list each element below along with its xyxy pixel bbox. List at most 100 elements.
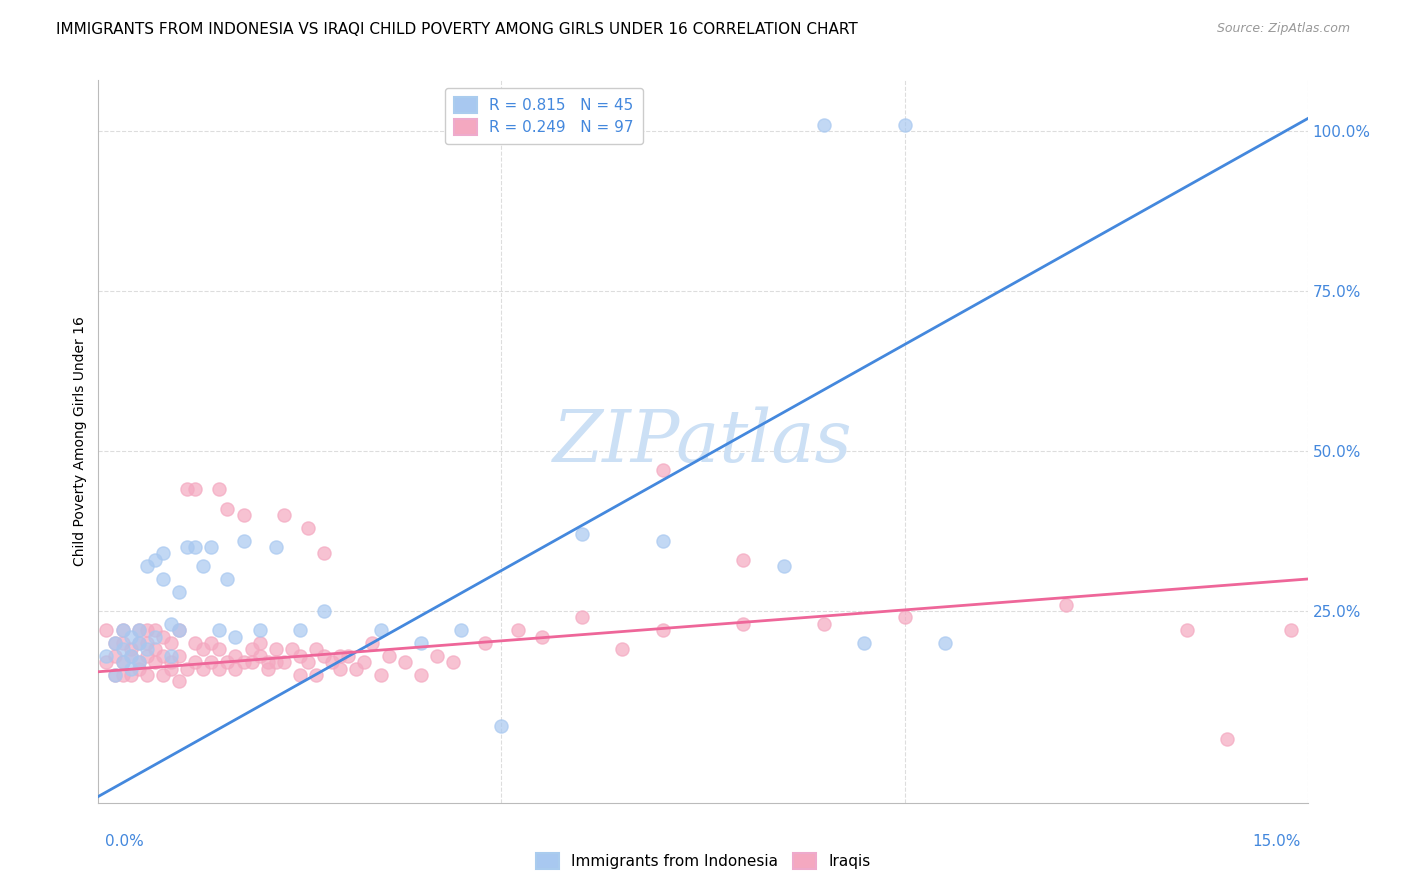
Point	[103, 636, 125, 650]
Point	[135, 668, 157, 682]
Point	[208, 623, 231, 637]
Point	[120, 648, 142, 663]
Text: Source: ZipAtlas.com: Source: ZipAtlas.com	[1216, 22, 1350, 36]
Point	[143, 553, 166, 567]
Point	[409, 636, 432, 650]
Point	[111, 623, 134, 637]
Point	[314, 546, 336, 560]
Point	[193, 642, 215, 657]
Point	[120, 642, 142, 657]
Point	[571, 527, 593, 541]
Point	[120, 661, 142, 675]
Point	[143, 630, 166, 644]
Point	[208, 642, 231, 657]
Point	[571, 610, 593, 624]
Point	[184, 655, 207, 669]
Point	[772, 559, 794, 574]
Point	[208, 483, 231, 497]
Point	[426, 648, 449, 663]
Point	[321, 655, 343, 669]
Point	[651, 533, 673, 548]
Point	[264, 642, 287, 657]
Point	[193, 559, 215, 574]
Point	[135, 648, 157, 663]
Point	[120, 630, 142, 644]
Point	[314, 604, 336, 618]
Point	[240, 642, 263, 657]
Point	[314, 648, 336, 663]
Point	[474, 636, 496, 650]
Point	[409, 668, 432, 682]
Point	[184, 540, 207, 554]
Point	[893, 118, 915, 132]
Point	[337, 648, 360, 663]
Point	[344, 661, 367, 675]
Point	[813, 616, 835, 631]
Point	[288, 668, 311, 682]
Point	[288, 623, 311, 637]
Point	[128, 623, 150, 637]
Point	[160, 616, 183, 631]
Point	[256, 655, 278, 669]
Point	[288, 648, 311, 663]
Point	[111, 655, 134, 669]
Point	[200, 655, 222, 669]
Point	[152, 546, 174, 560]
Point	[128, 623, 150, 637]
Point	[329, 648, 352, 663]
Point	[152, 668, 174, 682]
Point	[305, 668, 328, 682]
Point	[530, 630, 553, 644]
Point	[176, 540, 198, 554]
Point	[103, 668, 125, 682]
Point	[224, 661, 246, 675]
Text: ZIPatlas: ZIPatlas	[553, 406, 853, 477]
Point	[152, 630, 174, 644]
Point	[370, 668, 392, 682]
Point	[111, 623, 134, 637]
Point	[167, 623, 190, 637]
Point	[651, 623, 673, 637]
Text: 0.0%: 0.0%	[105, 834, 145, 849]
Y-axis label: Child Poverty Among Girls Under 16: Child Poverty Among Girls Under 16	[73, 317, 87, 566]
Point	[1054, 598, 1077, 612]
Point	[217, 572, 239, 586]
Point	[152, 572, 174, 586]
Point	[394, 655, 416, 669]
Point	[249, 636, 271, 650]
Point	[224, 630, 246, 644]
Point	[160, 655, 183, 669]
Point	[96, 623, 118, 637]
Point	[176, 661, 198, 675]
Point	[143, 642, 166, 657]
Point	[1175, 623, 1198, 637]
Point	[264, 655, 287, 669]
Point	[297, 521, 319, 535]
Point	[160, 648, 183, 663]
Point	[128, 636, 150, 650]
Point	[167, 674, 190, 689]
Point	[143, 655, 166, 669]
Point	[893, 610, 915, 624]
Point	[651, 463, 673, 477]
Point	[160, 636, 183, 650]
Point	[853, 636, 876, 650]
Point	[273, 655, 295, 669]
Point	[264, 540, 287, 554]
Point	[353, 655, 375, 669]
Point	[813, 118, 835, 132]
Point	[1281, 623, 1303, 637]
Point	[103, 648, 125, 663]
Point	[377, 648, 399, 663]
Point	[143, 623, 166, 637]
Point	[273, 508, 295, 522]
Point	[370, 623, 392, 637]
Point	[111, 642, 134, 657]
Point	[128, 636, 150, 650]
Point	[361, 636, 384, 650]
Point	[733, 553, 755, 567]
Point	[506, 623, 529, 637]
Point	[167, 584, 190, 599]
Point	[297, 655, 319, 669]
Point	[329, 661, 352, 675]
